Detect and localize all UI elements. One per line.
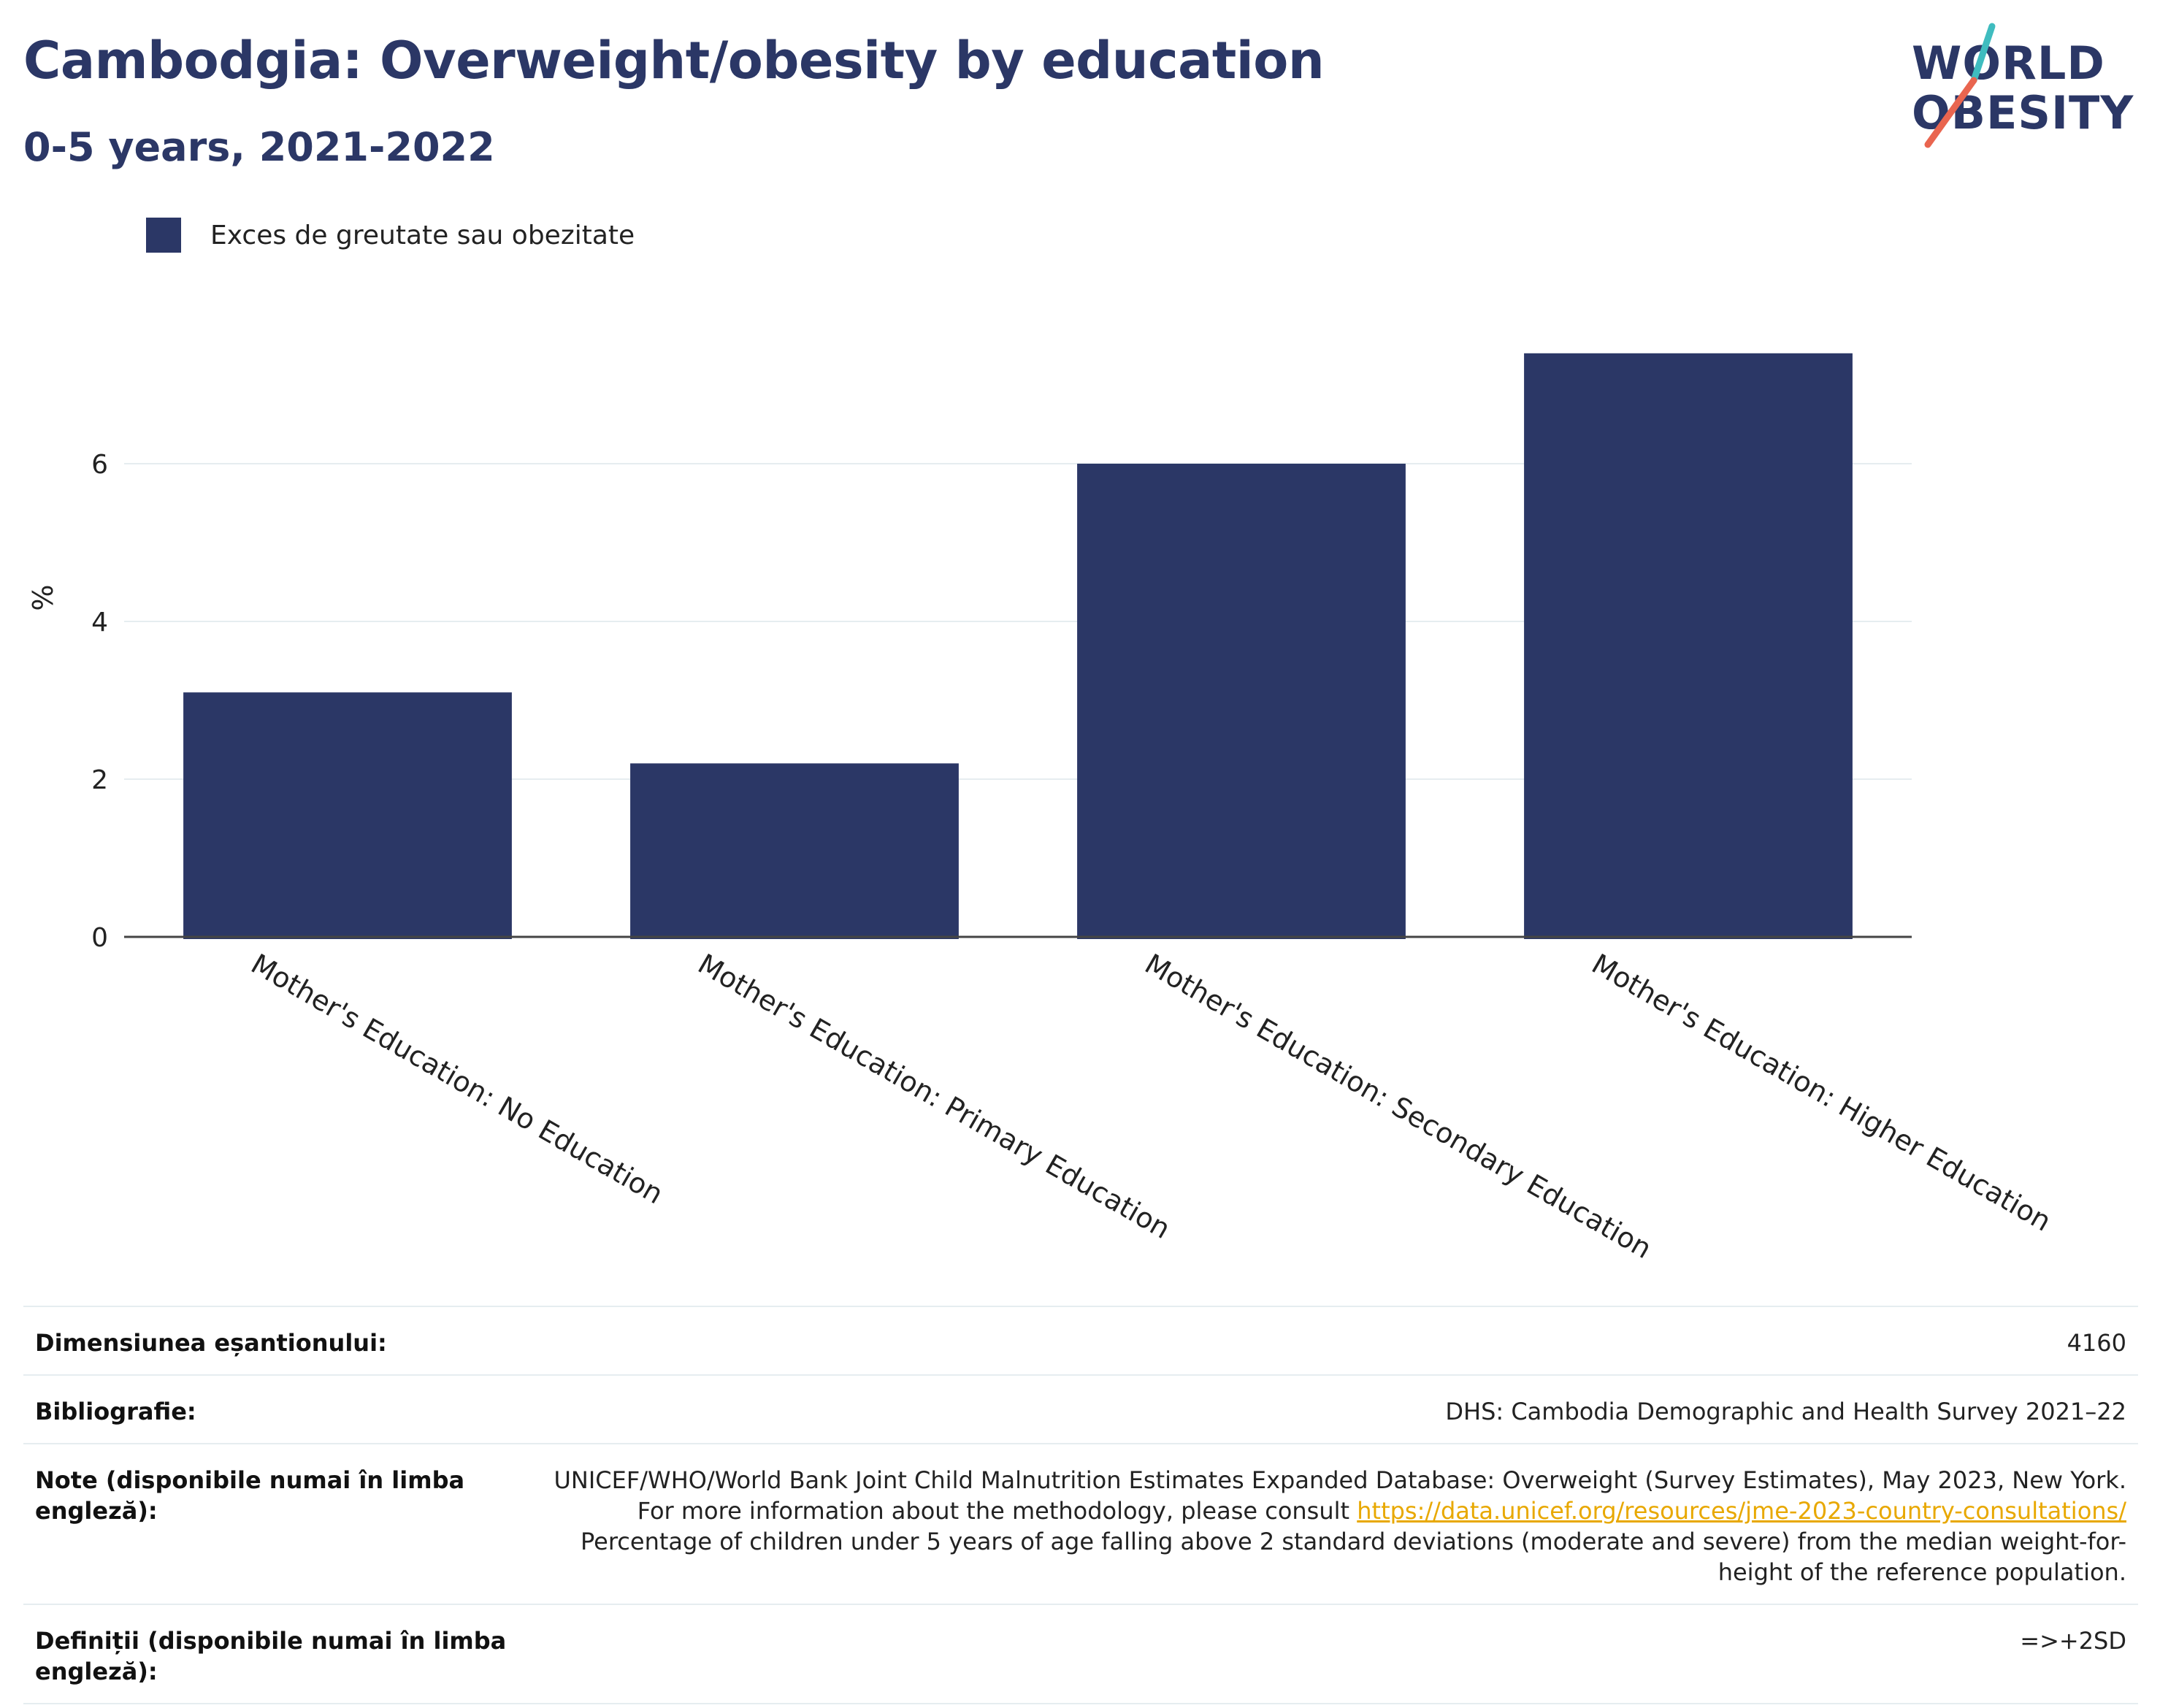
logo-slash-icon (1924, 23, 1996, 148)
sample-size-label: Dimensiunea eșantionului: (35, 1329, 387, 1357)
info-table: Dimensiunea eșantionului: 4160 Bibliogra… (23, 1306, 2138, 1704)
notes-label: Note (disponibile numai în limba engleză… (35, 1466, 465, 1525)
notes-text-1: UNICEF/WHO/World Bank Joint Child Malnut… (554, 1466, 2127, 1525)
info-row-sample: Dimensiunea eșantionului: 4160 (23, 1306, 2138, 1374)
notes-link[interactable]: https://data.unicef.org/resources/jme-20… (1357, 1497, 2126, 1525)
definitions-value: =>+2SD (2020, 1627, 2126, 1655)
bar (183, 692, 512, 939)
bar (630, 763, 959, 939)
definitions-label: Definiții (disponibile numai în limba en… (35, 1627, 507, 1685)
info-row-definitions: Definiții (disponibile numai în limba en… (23, 1604, 2138, 1704)
chart-title: Cambodgia: Overweight/obesity by educati… (23, 31, 1325, 91)
notes-text-2: Percentage of children under 5 years of … (581, 1528, 2126, 1586)
world-obesity-logo[interactable]: WORLD OBESITY (1906, 20, 2147, 159)
info-row-bibliography: Bibliografie: DHS: Cambodia Demographic … (23, 1374, 2138, 1443)
legend-label: Exces de greutate sau obezitate (210, 220, 635, 250)
logo-line-1: WORLD (1912, 37, 2105, 90)
bibliography-value: DHS: Cambodia Demographic and Health Sur… (1445, 1398, 2126, 1425)
y-tick-label: 2 (91, 765, 108, 795)
x-tick-label: Mother's Education: Primary Education (693, 948, 1176, 1245)
chart-subtitle: 0-5 years, 2021-2022 (23, 124, 495, 170)
x-tick-label: Mother's Education: No Education (246, 948, 669, 1211)
bar (1524, 353, 1853, 939)
y-tick-label: 4 (91, 608, 108, 637)
info-row-notes: Note (disponibile numai în limba engleză… (23, 1443, 2138, 1604)
bibliography-label: Bibliografie: (35, 1398, 196, 1425)
y-tick-label: 0 (91, 923, 108, 953)
sample-size-value: 4160 (2067, 1329, 2126, 1357)
x-tick-label: Mother's Education: Secondary Education (1140, 948, 1658, 1265)
notes-value: UNICEF/WHO/World Bank Joint Child Malnut… (517, 1465, 2127, 1588)
y-tick-label: 6 (91, 450, 108, 480)
legend-swatch (146, 218, 181, 253)
y-axis-title: % (27, 585, 59, 611)
x-tick-label: Mother's Education: Higher Education (1587, 948, 2057, 1238)
bar (1077, 464, 1406, 939)
chart-legend[interactable]: Exces de greutate sau obezitate (146, 218, 635, 253)
